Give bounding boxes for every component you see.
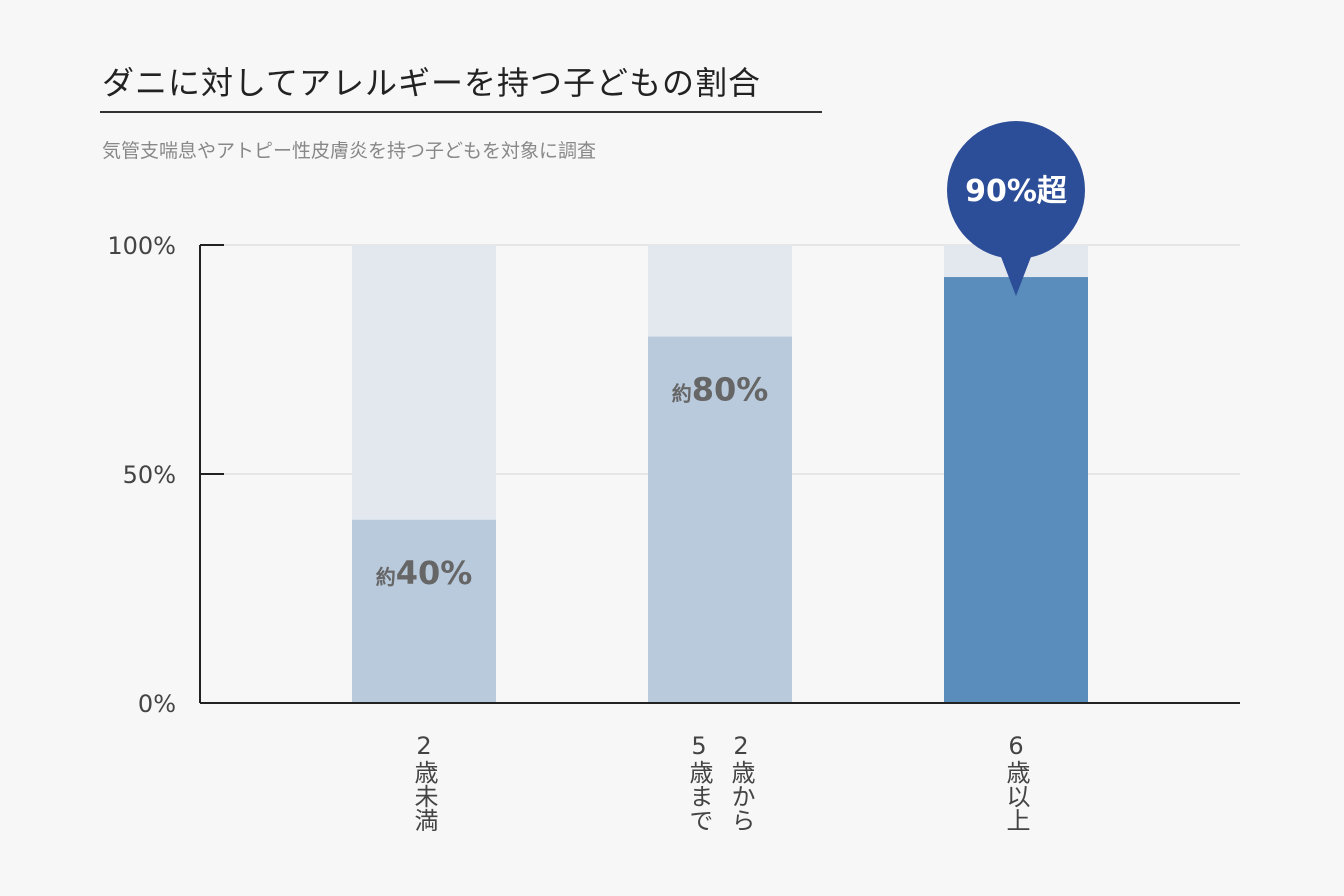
- title-underline: [100, 111, 822, 113]
- bar: [648, 336, 792, 703]
- callout-pointer: [998, 249, 1034, 296]
- bar: [352, 519, 496, 703]
- y-tick-label: 50%: [123, 461, 176, 489]
- y-tick-label: 100%: [107, 232, 176, 260]
- chart-subtitle: 気管支喘息やアトピー性皮膚炎を持つ子どもを対象に調査: [102, 140, 597, 162]
- bar: [944, 277, 1088, 703]
- x-tick-label: 2歳未満: [410, 732, 438, 832]
- chart-title: ダニに対してアレルギーを持つ子どもの割合: [102, 64, 762, 102]
- data-label: 約40%: [376, 554, 473, 592]
- data-label: 約80%: [672, 371, 769, 409]
- x-tick-label: 6歳以上: [1002, 732, 1030, 832]
- x-tick-label: 2歳から 5歳まで: [685, 732, 755, 832]
- callout-bubble: [947, 121, 1085, 259]
- y-tick-label: 0%: [138, 690, 176, 718]
- callout-label: 90%超: [965, 174, 1068, 209]
